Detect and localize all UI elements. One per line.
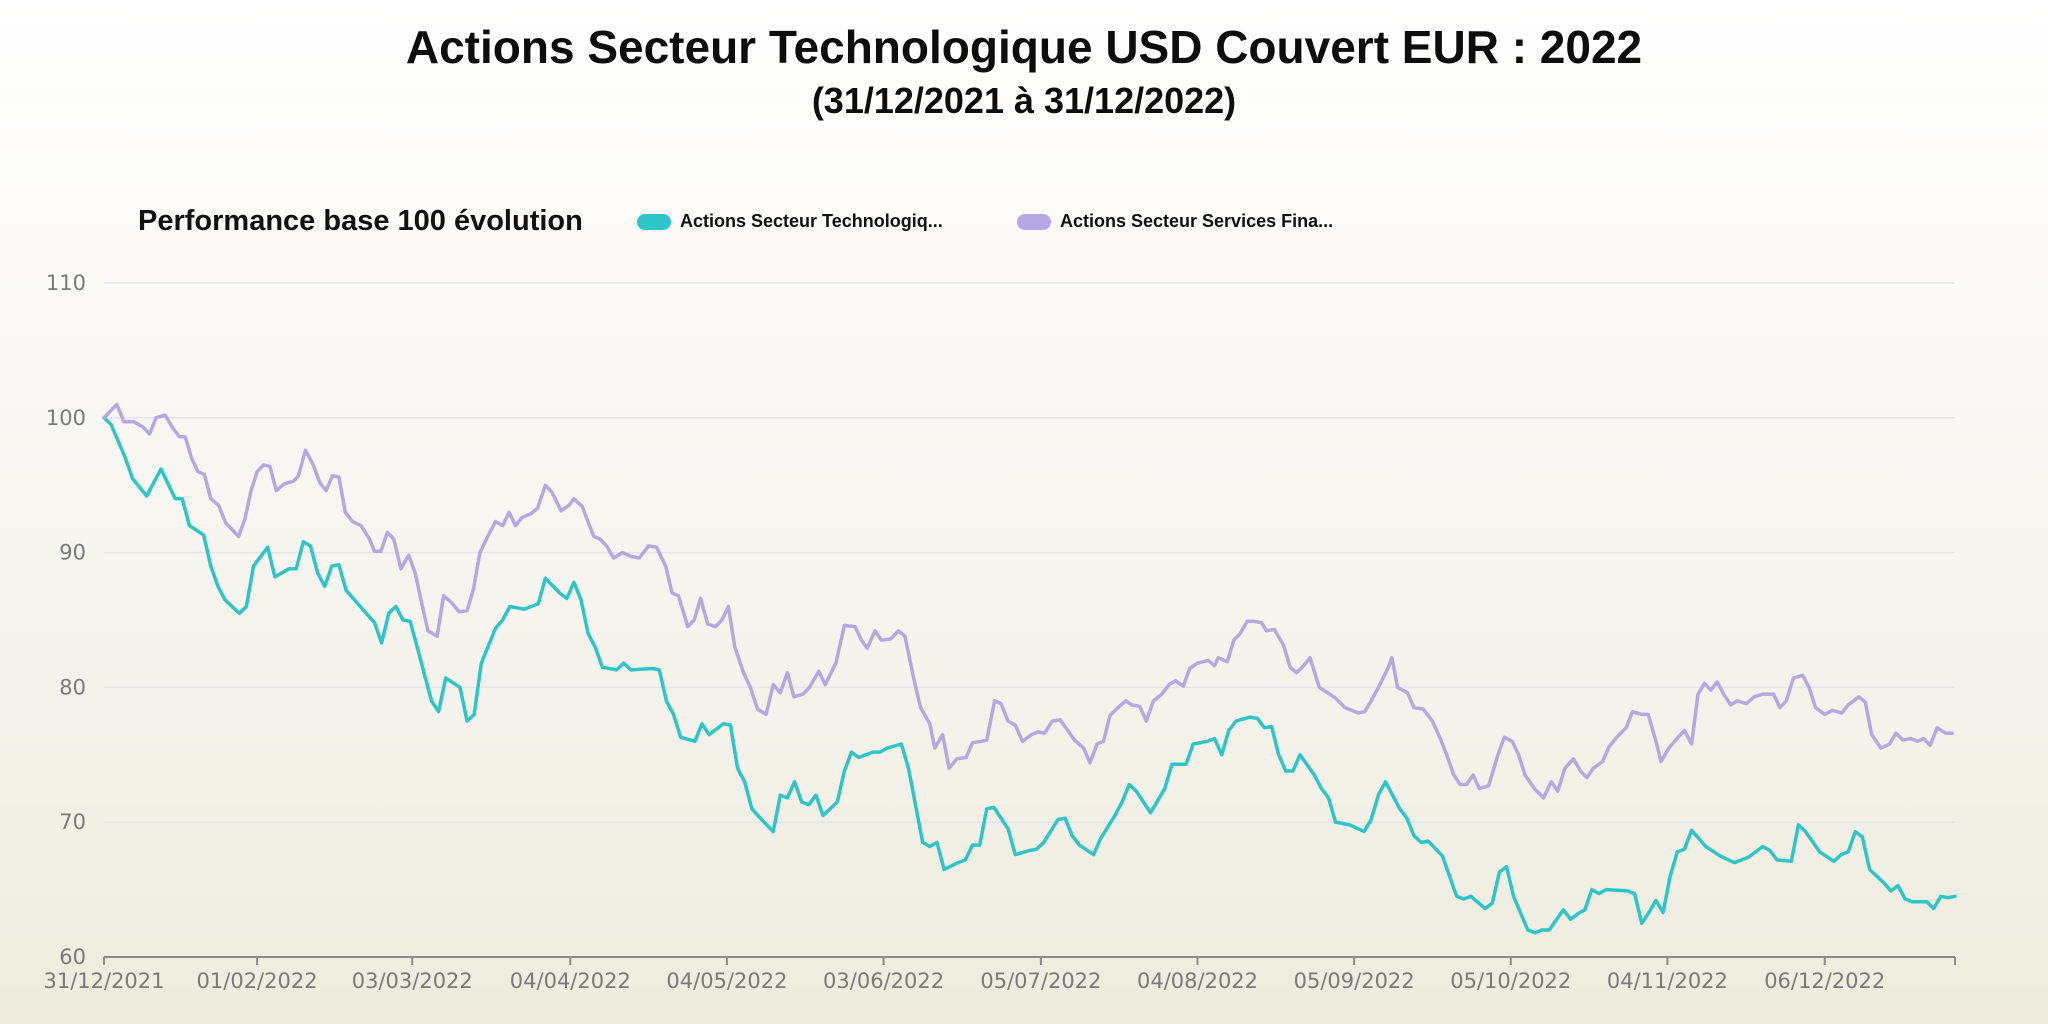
legend-item-tech[interactable]: Actions Secteur Technologiq... [637, 211, 943, 232]
x-tick-label: 05/10/2022 [1450, 969, 1571, 993]
x-tick-label: 03/03/2022 [352, 969, 473, 993]
x-tick-label: 05/07/2022 [980, 969, 1101, 993]
x-tick-label: 04/11/2022 [1607, 969, 1728, 993]
legend-swatch-tech [637, 213, 671, 230]
x-tick-label: 04/04/2022 [510, 969, 631, 993]
y-tick-label: 100 [46, 406, 86, 430]
x-tick-label: 01/02/2022 [197, 969, 318, 993]
series-line-tech [102, 416, 1957, 935]
legend-swatch-financial [1017, 213, 1051, 230]
series-line-financial [102, 402, 1954, 800]
x-tick-label: 03/06/2022 [823, 969, 944, 993]
x-tick-label: 04/05/2022 [666, 969, 787, 993]
page-subtitle: (31/12/2021 à 31/12/2022) [811, 80, 1237, 121]
y-tick-label: 110 [46, 271, 86, 295]
y-tick-label: 70 [59, 810, 86, 834]
chart-title: Performance base 100 évolution [138, 205, 583, 237]
legend-label-financial: Actions Secteur Services Fina... [1060, 211, 1334, 231]
x-tick-label: 06/12/2022 [1764, 969, 1885, 993]
page-title: Actions Secteur Technologique USD Couver… [405, 21, 1643, 73]
legend-label-tech: Actions Secteur Technologiq... [680, 211, 943, 231]
y-tick-label: 60 [59, 945, 86, 969]
y-tick-label: 80 [59, 675, 86, 699]
x-tick-label: 05/09/2022 [1294, 969, 1415, 993]
y-tick-label: 90 [59, 541, 86, 565]
x-tick-label: 31/12/2021 [43, 969, 164, 993]
x-tick-label: 04/08/2022 [1137, 969, 1258, 993]
legend-item-financial[interactable]: Actions Secteur Services Fina... [1017, 211, 1333, 232]
